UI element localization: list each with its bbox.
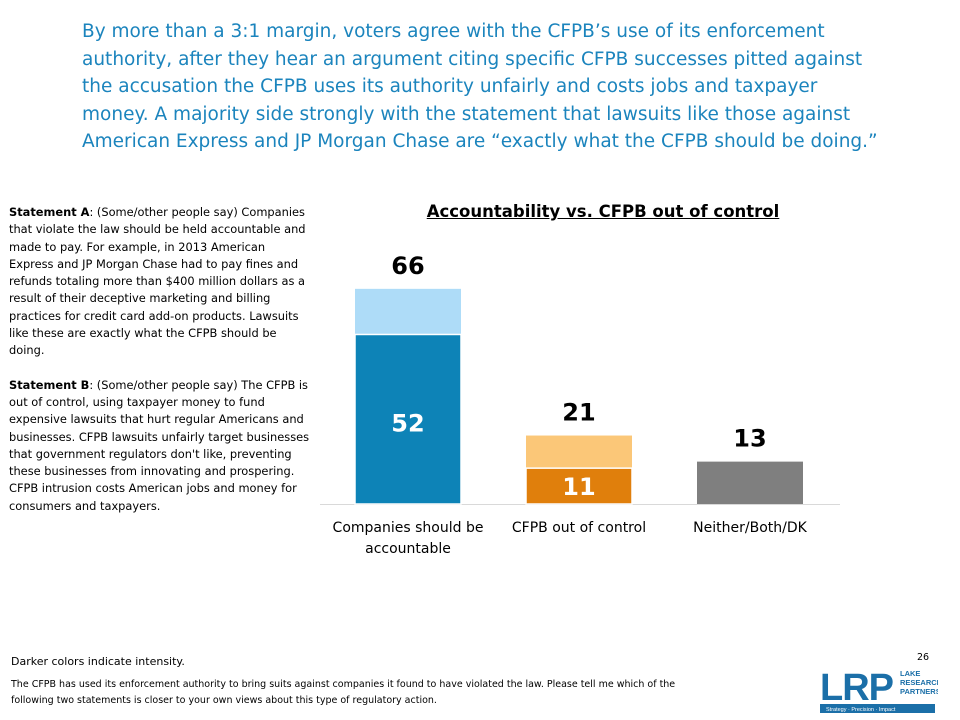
statement-b-label: Statement B	[9, 377, 90, 392]
category-label-1: CFPB out of control	[512, 520, 646, 536]
intensity-footnote: Darker colors indicate intensity.	[11, 655, 185, 668]
category-label-0-0: Companies should be	[333, 520, 484, 536]
data-label-intense-0: 52	[391, 409, 424, 437]
lrp-logo: LRP LAKE RESEARCH PARTNERS Strategy · Pr…	[820, 667, 938, 713]
category-label-0-1: accountable	[365, 541, 451, 557]
question-text: The CFPB has used its enforcement author…	[11, 679, 676, 706]
bar-chart: 52 66 Companies should be accountable 11 21 CF…	[320, 252, 840, 557]
chart-title: Accountability vs. CFPB out of control	[426, 202, 780, 221]
statement-a: Statement A: (Some/other people say) Com…	[9, 204, 311, 360]
statement-a-label: Statement A	[9, 205, 90, 219]
bar-intense-1	[525, 467, 633, 505]
category-label-2: Neither/Both/DK	[693, 520, 807, 536]
page-number: 26	[917, 652, 930, 663]
logo-name-1: LAKE	[900, 669, 920, 678]
statement-b: Statement B: (Some/other people say) The…	[9, 377, 311, 515]
bar-total-2	[697, 461, 803, 504]
data-label-intense-1: 11	[562, 473, 595, 501]
data-label-total-1: 21	[562, 399, 595, 427]
data-label-total-2: 13	[733, 425, 766, 453]
data-label-total-0: 66	[391, 252, 424, 280]
logo-tagline-bar	[820, 704, 935, 713]
statement-a-text: : (Some/other people say) Companies that…	[9, 205, 306, 358]
bar-intense-0	[354, 333, 462, 505]
logo-name-3: PARTNERS	[900, 687, 938, 696]
statements-panel: Statement A: (Some/other people say) Com…	[9, 204, 311, 532]
logo-letters: LRP	[820, 667, 894, 709]
logo-tagline: Strategy · Precision · Impact	[826, 707, 896, 713]
headline: By more than a 3:1 margin, voters agree …	[82, 21, 878, 152]
logo-name-2: RESEARCH	[900, 678, 938, 687]
statement-b-text: : (Some/other people say) The CFPB is ou…	[9, 377, 310, 513]
